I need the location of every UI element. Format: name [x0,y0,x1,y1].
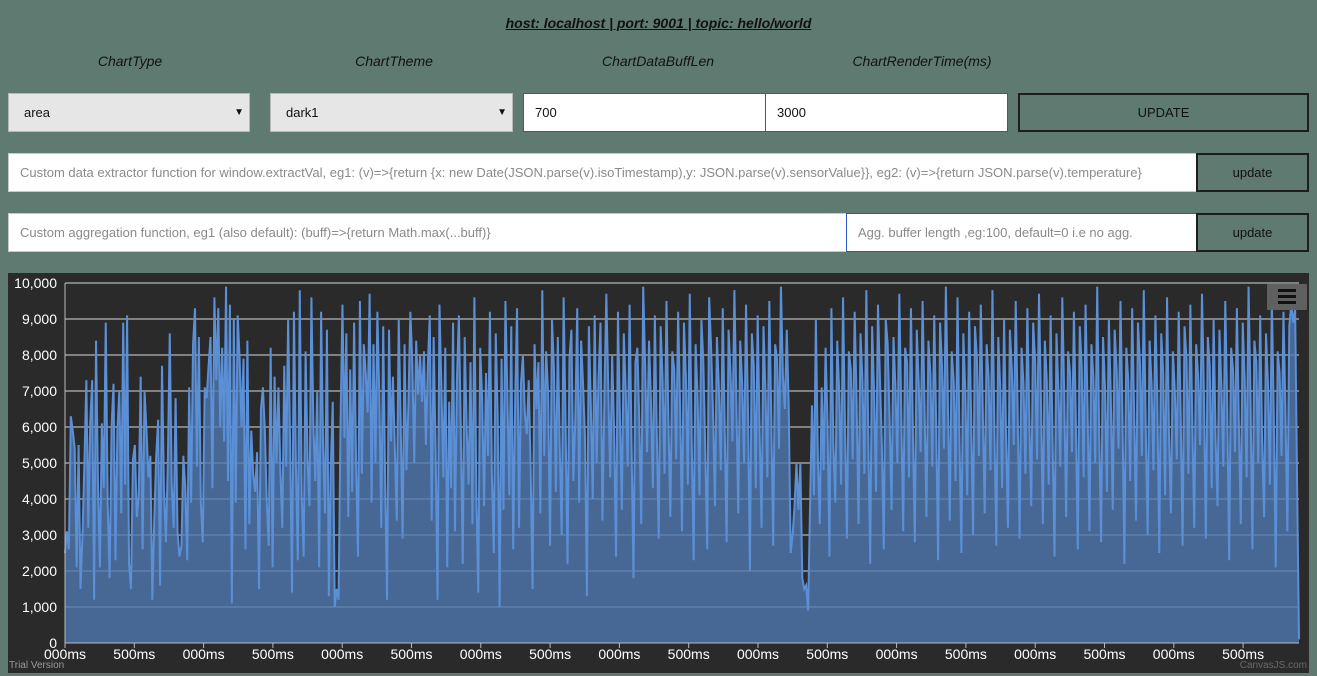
area-series-line [64,286,1300,640]
x-tick-label: 500ms [529,646,571,662]
chart-theme-select[interactable]: dark1 ▼ [270,93,513,132]
y-tick-label: 2,000 [22,563,57,579]
x-tick-label: 000ms [876,646,918,662]
x-tick-label: 000ms [598,646,640,662]
y-tick-label: 10,000 [14,275,57,291]
render-time-label: ChartRenderTime(ms) [852,53,992,69]
aggregation-function-input[interactable]: Custom aggregation function, eg1 (also d… [8,213,847,252]
chart-type-label: ChartType [97,53,163,69]
x-tick-label: 000ms [44,646,86,662]
x-tick-label: 500ms [945,646,987,662]
connection-header: host: localhost | port: 9001 | topic: he… [505,15,812,31]
hamburger-menu-icon[interactable] [1267,284,1307,310]
y-tick-label: 9,000 [22,311,57,327]
extractor-update-button[interactable]: update [1196,153,1309,192]
chart-type-value: area [24,105,51,120]
chart-theme-value: dark1 [286,105,319,120]
update-settings-button[interactable]: UPDATE [1018,93,1309,132]
x-tick-label: 000ms [1153,646,1195,662]
x-tick-label: 000ms [1014,646,1056,662]
x-tick-label: 500ms [113,646,155,662]
y-tick-label: 0 [49,635,57,651]
chart-theme-label: ChartTheme [355,53,433,69]
chart-plot: 0 1,000 2,000 3,000 4,000 5,000 6,000 7,000 8,00… [14,275,1300,662]
canvasjs-credit-link[interactable]: CanvasJS.com [1239,660,1307,671]
y-tick-label: 5,000 [22,455,57,471]
x-tick-label: 500ms [668,646,710,662]
chart-type-select[interactable]: area ▼ [8,93,250,132]
x-tick-label: 500ms [252,646,294,662]
buff-len-input[interactable]: 700 [523,93,766,132]
aggregation-update-button[interactable]: update [1196,213,1309,252]
y-tick-label: 8,000 [22,347,57,363]
y-tick-label: 6,000 [22,419,57,435]
dropdown-arrow-icon: ▼ [497,107,507,118]
x-tick-label: 500ms [806,646,848,662]
x-tick-label: 000ms [737,646,779,662]
x-tick-label: 000ms [460,646,502,662]
dropdown-arrow-icon: ▼ [234,107,244,118]
x-tick-label: 500ms [1222,646,1264,662]
buff-len-label: ChartDataBuffLen [601,53,715,69]
render-time-input[interactable]: 3000 [765,93,1008,132]
extractor-function-input[interactable]: Custom data extractor function for windo… [8,153,1197,192]
y-tick-label: 7,000 [22,383,57,399]
x-tick-label: 500ms [390,646,432,662]
trial-version-text: Trial Version [9,660,65,671]
y-tick-label: 1,000 [22,599,57,615]
x-tick-label: 000ms [321,646,363,662]
live-chart[interactable]: 0 1,000 2,000 3,000 4,000 5,000 6,000 7,000 8,00… [8,273,1309,673]
y-tick-label: 4,000 [22,491,57,507]
x-tick-label: 000ms [183,646,225,662]
x-tick-label: 500ms [1083,646,1125,662]
y-tick-label: 3,000 [22,527,57,543]
aggregation-buffer-input[interactable]: Agg. buffer length ,eg:100, default=0 i.… [846,213,1197,252]
